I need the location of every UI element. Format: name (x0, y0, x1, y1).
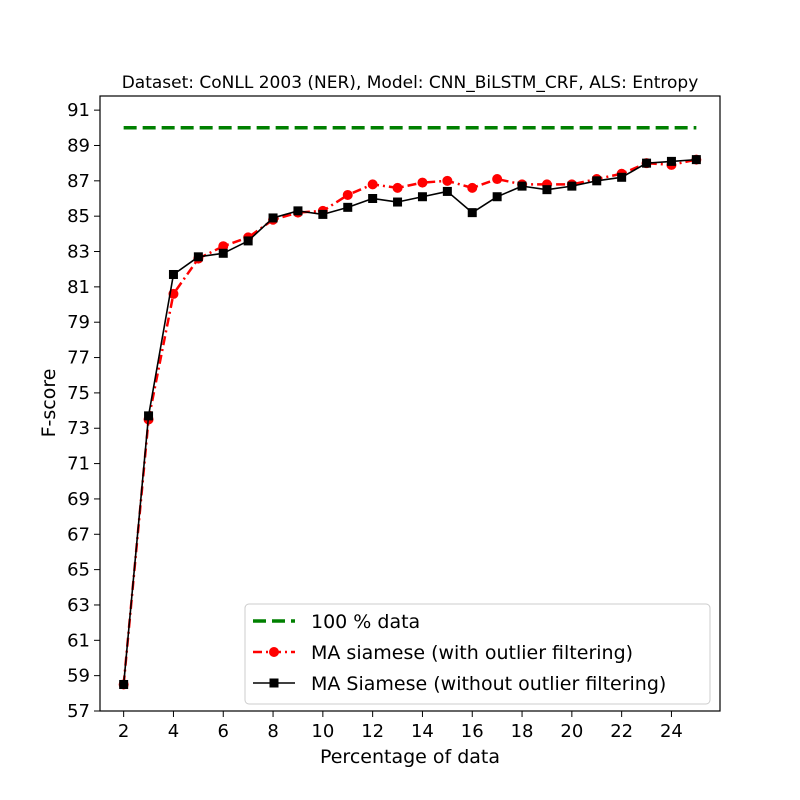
x-axis-label: Percentage of data (320, 746, 500, 768)
x-tick-label: 16 (461, 721, 484, 742)
data-point (367, 179, 378, 190)
x-tick-label: 14 (411, 721, 434, 742)
data-point (119, 679, 129, 689)
x-tick-label: 12 (361, 721, 384, 742)
data-point (368, 194, 378, 203)
y-axis: 57 59 61 63 65 67 69 71 73 75 77 79 81 83 85 87 89 91 (67, 100, 100, 722)
legend-frame (244, 603, 711, 705)
legend-label: 100 % data (311, 611, 420, 633)
data-point (517, 181, 527, 191)
data-point (666, 156, 676, 166)
data-point (442, 186, 452, 196)
x-tick-label: 2 (118, 721, 129, 742)
data-point (393, 197, 403, 207)
y-tick-label: 89 (67, 135, 90, 156)
data-point (442, 175, 453, 186)
data-point (492, 192, 502, 202)
data-point (392, 182, 403, 193)
data-point (492, 174, 503, 185)
y-tick-label: 59 (67, 666, 90, 687)
data-point (343, 202, 353, 212)
x-tick-label: 20 (560, 721, 583, 742)
y-tick-label: 75 (67, 383, 90, 404)
x-tick-label: 10 (311, 721, 334, 742)
y-tick-label: 81 (67, 277, 90, 298)
y-tick-label: 77 (67, 348, 90, 369)
data-point (642, 158, 652, 168)
data-point (417, 192, 427, 202)
y-axis-label: F-score (38, 369, 60, 438)
y-tick-label: 83 (67, 242, 90, 263)
data-point (293, 206, 303, 216)
y-tick-label: 73 (67, 418, 90, 439)
data-point (592, 176, 602, 186)
data-point (342, 189, 353, 200)
legend: 100 % data MA siamese (with outlier filte… (244, 603, 711, 705)
legend-label: MA siamese (with outlier filtering) (311, 642, 633, 664)
y-tick-label: 67 (67, 524, 90, 545)
legend-label: MA Siamese (without outlier filtering) (311, 673, 666, 695)
y-tick-label: 71 (67, 454, 90, 475)
data-point (417, 177, 428, 188)
data-point (691, 155, 701, 165)
x-tick-label: 8 (267, 721, 278, 742)
x-tick-label: 4 (168, 721, 179, 742)
data-point (617, 172, 627, 182)
x-tick-label: 24 (660, 721, 683, 742)
data-point (144, 411, 154, 421)
y-tick-label: 79 (67, 312, 90, 333)
y-tick-label: 69 (67, 489, 90, 510)
data-point (542, 185, 552, 195)
x-tick-label: 18 (511, 721, 534, 742)
x-tick-label: 22 (610, 721, 633, 742)
series-2 (119, 155, 701, 689)
data-point (268, 213, 278, 223)
y-tick-label: 91 (67, 100, 90, 121)
y-tick-label: 57 (67, 701, 90, 722)
y-tick-label: 85 (67, 206, 90, 227)
series-layer (118, 126, 702, 690)
legend-marker (269, 678, 279, 688)
data-point (467, 208, 477, 218)
plot-frame (99, 95, 721, 712)
data-point (318, 209, 328, 219)
data-point (467, 182, 478, 193)
y-tick-label: 65 (67, 560, 90, 581)
y-tick-label: 63 (67, 595, 90, 616)
x-tick-label: 6 (218, 721, 229, 742)
x-axis: 2 4 6 8 10 12 14 16 18 20 22 24 (118, 711, 683, 742)
data-point (243, 236, 253, 246)
y-tick-label: 87 (67, 171, 90, 192)
data-point (193, 252, 203, 262)
y-tick-label: 61 (67, 630, 90, 651)
data-point (218, 248, 228, 258)
data-point (168, 269, 178, 279)
data-point (567, 181, 577, 191)
chart-title: Dataset: CoNLL 2003 (NER), Model: CNN_Bi… (122, 73, 699, 93)
legend-marker (269, 647, 279, 657)
